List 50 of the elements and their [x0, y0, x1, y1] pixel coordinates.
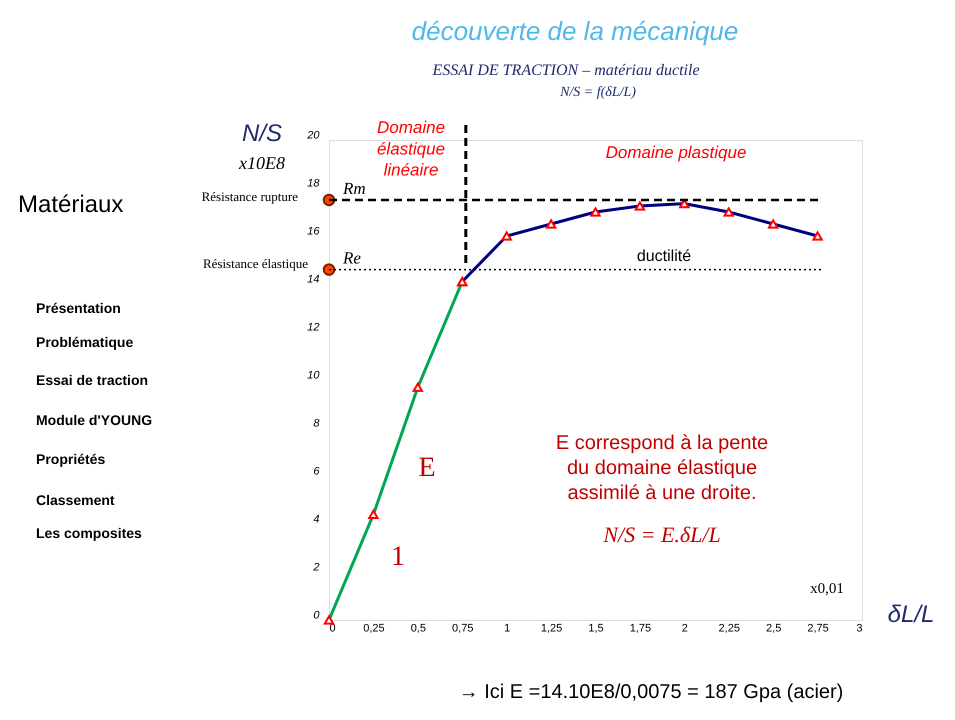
chart-title: découverte de la mécanique — [412, 16, 738, 46]
ref-line-label: Rm — [342, 179, 366, 198]
y-tick-label: 12 — [307, 322, 320, 334]
x-tick-label: 1,75 — [630, 622, 652, 634]
y-tick-label: 16 — [307, 226, 320, 238]
annotation: Domaine élastique linéaire — [376, 118, 446, 180]
x-tick-label: 2,5 — [766, 622, 782, 634]
annotation: N/S = E.δL/L — [602, 522, 721, 547]
text: Résistance élastique — [202, 256, 308, 271]
chart-subtitle: ESSAI DE TRACTION – matériau ductile — [431, 62, 700, 79]
annotation: E — [418, 452, 436, 483]
y-tick-label: 20 — [306, 130, 320, 142]
x-tick-label: 2,25 — [718, 622, 740, 634]
ref-line-label: Re — [342, 248, 362, 268]
text: x10E8 — [238, 153, 285, 173]
x-tick-label: 1 — [504, 622, 510, 634]
y-tick-label: 8 — [313, 418, 320, 430]
text: Les composites — [36, 525, 142, 541]
x-axis-title: δL/L — [888, 601, 934, 628]
text: → Ici E =14.10E8/0,0075 = 187 Gpa (acier) — [458, 681, 844, 703]
text: Classement — [36, 492, 115, 508]
x-tick-label: 1,5 — [588, 622, 604, 634]
x-tick-label: 0,5 — [410, 622, 426, 634]
text: Problématique — [36, 334, 134, 350]
y-tick-label: 14 — [307, 274, 320, 286]
y-tick-label: 18 — [307, 178, 320, 190]
text: N/S = f(δL/L) — [559, 85, 636, 100]
y-tick-label: 2 — [312, 562, 320, 574]
y-tick-label: 10 — [307, 370, 320, 382]
text: Propriétés — [36, 451, 106, 467]
x-tick-label: 1,25 — [540, 622, 562, 634]
text: Module d'YOUNG — [36, 412, 152, 428]
y-tick-label: 6 — [313, 466, 320, 478]
text: Essai de traction — [36, 372, 148, 388]
x-tick-label: 0,75 — [452, 622, 474, 634]
text: Matériaux — [18, 191, 124, 218]
y-tick-label: 0 — [313, 610, 320, 622]
annotation: 1 — [391, 541, 405, 572]
annotation: x0,01 — [810, 581, 844, 597]
y-tick-label: 4 — [313, 514, 320, 526]
annotation: E correspond à la pente du domaine élastique assimilé à une droite. — [556, 432, 768, 504]
x-tick-label: 2,75 — [807, 622, 829, 634]
text: Résistance rupture — [202, 189, 298, 204]
x-tick-label: 3 — [856, 622, 862, 634]
annotation: Domaine plastique — [606, 143, 746, 162]
x-tick-label: 0,25 — [363, 622, 385, 634]
y-axis-title: N/S — [242, 120, 282, 147]
annotation: ductilité — [636, 248, 692, 265]
x-tick-label: 2 — [682, 622, 688, 634]
text: Présentation — [36, 300, 121, 316]
